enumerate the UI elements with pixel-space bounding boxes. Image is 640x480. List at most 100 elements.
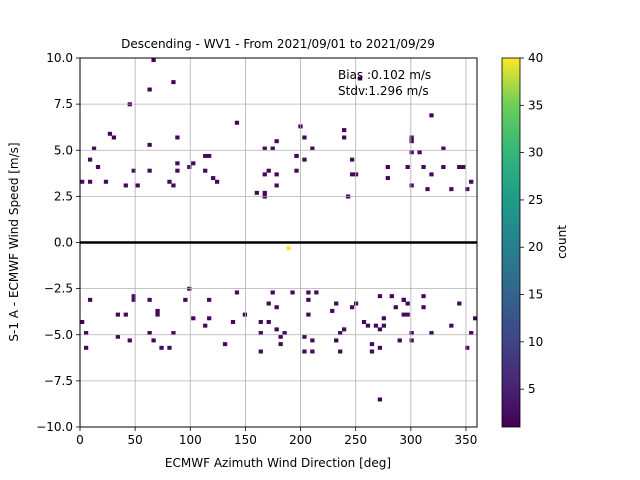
heatmap-cell (270, 290, 275, 295)
heatmap-cell (183, 297, 188, 302)
heatmap-cell (262, 146, 267, 151)
heatmap-cell (421, 305, 426, 310)
heatmap-cell-outlier (171, 80, 176, 85)
heatmap-cell (441, 165, 446, 169)
heatmap-cell (83, 345, 89, 350)
heatmap-cell (171, 331, 176, 336)
heatmap-cell (266, 319, 271, 324)
colorbar-tick-label: 25 (528, 193, 543, 207)
heatmap-cell (258, 349, 263, 354)
heatmap-cell (207, 153, 212, 158)
heatmap-cell (211, 176, 216, 181)
heatmap-cell (306, 290, 311, 295)
colorbar-tick-label: 35 (528, 98, 543, 112)
y-tick-label: −10.0 (36, 420, 73, 434)
heatmap-cell (131, 294, 136, 299)
heatmap-cell (103, 179, 109, 184)
heatmap-cell (203, 168, 208, 173)
heatmap-cell (207, 316, 212, 321)
heatmap-cell (207, 297, 212, 302)
heatmap-cell (131, 297, 136, 302)
x-tick-label: 200 (289, 433, 312, 447)
heatmap-cell (230, 319, 236, 324)
heatmap-cell (302, 157, 307, 162)
y-tick-label: −7.5 (44, 374, 73, 388)
heatmap-cell (361, 319, 367, 324)
y-tick-label: −2.5 (44, 282, 73, 296)
heatmap-cell-outlier (342, 128, 347, 133)
heatmap-cell-outlier (377, 397, 383, 402)
heatmap-cell (274, 183, 279, 188)
bias-annotation: Bias :0.102 m/s (338, 68, 431, 82)
heatmap-cell (262, 190, 267, 195)
chart-title: Descending - WV1 - From 2021/09/01 to 20… (121, 37, 435, 51)
heatmap-cell (262, 172, 267, 177)
heatmap-cell (457, 165, 462, 169)
heatmap-cell (417, 150, 422, 155)
heatmap-cell (203, 323, 208, 328)
heatmap-cell (377, 294, 383, 299)
heatmap-cell (429, 172, 434, 177)
heatmap-cell (155, 308, 160, 313)
heatmap-cell (409, 135, 414, 140)
heatmap-cell-outlier (473, 316, 478, 321)
heatmap-cell (274, 172, 279, 177)
heatmap-cell (274, 139, 279, 144)
y-tick-label: 0.0 (54, 236, 73, 250)
heatmap-cell (306, 297, 311, 302)
heatmap-cell-outlier (83, 331, 89, 336)
heatmap-cell (385, 165, 390, 169)
heatmap-cell (314, 290, 319, 295)
heatmap-cell (171, 183, 176, 188)
y-tick-label: −5.0 (44, 328, 73, 342)
heatmap-cell (290, 290, 295, 295)
heatmap-cell (242, 312, 248, 317)
colorbar-tick-label: 5 (528, 382, 536, 396)
heatmap-cell (187, 165, 192, 169)
heatmap-cell (385, 176, 390, 181)
heatmap-cell (234, 290, 240, 295)
heatmap-cell (147, 142, 152, 147)
heatmap-cell (349, 172, 355, 177)
colorbar-ticks: 5 10 15 20 25 30 35 40 (520, 51, 543, 396)
heatmap-cell (449, 323, 454, 328)
heatmap-cell (282, 331, 287, 336)
x-tick-label: 0 (76, 433, 84, 447)
stdv-annotation: Stdv:1.296 m/s (338, 84, 429, 98)
heatmap-cell-outlier (357, 76, 363, 81)
heatmap-cell (338, 349, 343, 354)
heatmap-cell (191, 161, 196, 166)
heatmap-cell (310, 338, 315, 343)
heatmap-cell (175, 161, 180, 166)
heatmap-cell (155, 312, 160, 317)
heatmap-cell (95, 165, 101, 169)
heatmap-cell-outlier (234, 120, 240, 125)
heatmap-cell (254, 190, 259, 195)
heatmap-cell (115, 334, 120, 339)
heatmap-cell (389, 294, 394, 299)
heatmap-cell (409, 150, 414, 155)
heatmap-cell (175, 168, 180, 173)
heatmap-cell (214, 179, 220, 184)
heatmap-cell (167, 345, 172, 350)
colorbar-tick-label: 15 (528, 288, 543, 302)
heatmap-cell-outlier (409, 139, 414, 144)
heatmap-cell (222, 342, 228, 347)
heatmap-cell (302, 334, 307, 339)
heatmap-cell (258, 319, 263, 324)
heatmap-cell (107, 131, 113, 136)
heatmap-cell (123, 312, 128, 317)
heatmap-cell (147, 168, 152, 173)
heatmap-cell (302, 349, 307, 354)
heatmap-cell (397, 338, 402, 343)
y-tick-label: 7.5 (54, 97, 73, 111)
heatmap-cell (381, 323, 386, 328)
heatmap-cell (330, 308, 335, 313)
colorbar (501, 57, 521, 428)
heatmap-cell (310, 349, 315, 354)
colorbar-tick-label: 30 (528, 146, 543, 160)
heatmap-cell (349, 305, 355, 310)
colorbar-tick-label: 10 (528, 335, 543, 349)
heatmap-cell (274, 327, 279, 332)
